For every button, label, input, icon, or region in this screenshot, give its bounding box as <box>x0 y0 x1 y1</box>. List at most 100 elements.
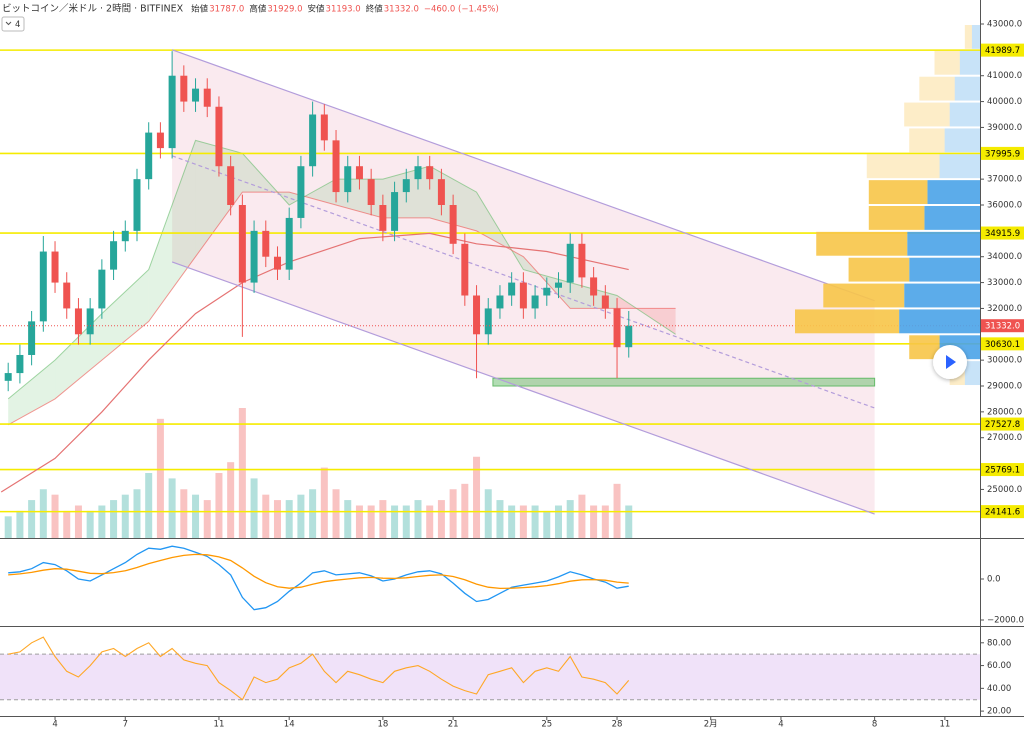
legend-label: 終値 <box>366 4 384 15</box>
channel-upper <box>171 49 875 302</box>
macd-pane <box>8 545 629 611</box>
volume-bar <box>414 500 422 538</box>
legend-label: 安値 <box>308 4 326 15</box>
candle-body <box>531 295 539 309</box>
profile-up <box>964 361 980 386</box>
legend-value: 31332.0 <box>384 5 419 15</box>
level-label-bg <box>981 226 1024 240</box>
volume-bar <box>227 462 235 538</box>
candle-body <box>414 166 422 180</box>
volume-bar <box>566 500 574 538</box>
x-tick-label: 4 <box>52 720 57 730</box>
candle-body <box>309 114 317 167</box>
profile-up <box>954 76 980 101</box>
x-tick-label: 11 <box>214 720 225 730</box>
replay-button[interactable] <box>933 345 967 379</box>
volume-bar <box>367 505 375 538</box>
level-label: 30630.1 <box>985 340 1020 350</box>
volume-bar <box>531 505 539 538</box>
cloud-segment <box>101 269 149 361</box>
candle-body <box>133 179 141 231</box>
x-tick-label: 18 <box>377 720 388 730</box>
y-tick-label: 29000.0 <box>987 382 1022 392</box>
level-label: 34915.9 <box>985 229 1020 239</box>
volume-bar <box>355 505 363 538</box>
profile-down <box>848 257 910 282</box>
legend-label: 高値 <box>249 4 267 15</box>
candle-body <box>285 217 293 270</box>
volume-bar <box>273 500 281 538</box>
candle-body <box>332 140 340 193</box>
level-label: 41989.7 <box>985 46 1020 56</box>
level-label-bg <box>981 505 1024 519</box>
volume-bar <box>39 489 47 538</box>
candle-body <box>110 241 118 270</box>
candle-body <box>496 295 504 309</box>
y-tick-label: 41000.0 <box>987 71 1022 81</box>
y-tick-label: 40000.0 <box>987 97 1022 107</box>
volume-bar <box>297 494 305 538</box>
symbol-title: ビットコイン／米ドル · 2時間 · BITFINEX <box>2 3 184 15</box>
rsi-pane <box>0 636 980 701</box>
y-tick-label: 40.00 <box>987 684 1011 694</box>
level-label-bg <box>981 43 1024 57</box>
price-pane <box>0 24 980 538</box>
candle-body <box>121 230 129 242</box>
y-tick-label: 20.00 <box>987 707 1011 717</box>
volume-bar <box>16 510 24 538</box>
chevron-icon <box>5 21 12 26</box>
y-tick-label: 32000.0 <box>987 304 1022 314</box>
volume-bar <box>543 510 551 538</box>
volume-bar <box>379 500 387 538</box>
candle-body <box>16 354 24 374</box>
candle-body <box>39 251 47 322</box>
candle-body <box>402 179 410 193</box>
x-tick-label: 7 <box>123 720 128 730</box>
profile-down <box>919 76 955 101</box>
y-tick-label: 33000.0 <box>987 278 1022 288</box>
volume-bar <box>473 456 481 538</box>
candle-body <box>449 205 457 244</box>
level-label: 27527.8 <box>985 420 1020 430</box>
candle-body <box>437 179 445 206</box>
level-label-bg <box>981 417 1024 431</box>
candle-body <box>367 179 375 206</box>
volume-bar <box>601 505 609 538</box>
volume-bar <box>180 489 188 538</box>
profile-down <box>795 309 900 334</box>
x-tick-label: 21 <box>448 720 459 730</box>
rsi-band <box>0 654 980 700</box>
legend-value: 31929.0 <box>267 5 302 15</box>
candle-body <box>4 373 12 381</box>
profile-up <box>959 50 980 75</box>
volume-bar <box>168 478 176 538</box>
profile-up <box>924 206 980 230</box>
candle-body <box>625 325 633 348</box>
candle-body <box>519 282 527 309</box>
candle-body <box>320 114 328 141</box>
candle-body <box>180 75 188 102</box>
volume-bar <box>192 494 200 538</box>
cloud-segment <box>148 140 196 322</box>
profile-down <box>816 231 908 256</box>
y-tick-label: 37000.0 <box>987 175 1022 185</box>
volume-bar <box>484 489 492 538</box>
legend-value: 31193.0 <box>326 5 361 15</box>
x-tick-label: 11 <box>939 720 950 730</box>
candle-body <box>461 243 469 296</box>
candle-body <box>379 205 387 231</box>
volume-bar <box>508 505 516 538</box>
last-price-bg <box>981 319 1024 333</box>
candle-body <box>601 295 609 309</box>
profile-up <box>944 128 980 153</box>
volume-bar <box>28 500 36 538</box>
candle-body <box>63 282 71 309</box>
volume-bar <box>554 505 562 538</box>
volume-bar <box>344 500 352 538</box>
candle-body <box>473 295 481 335</box>
candle-body <box>168 75 176 149</box>
volume-bar <box>74 505 82 538</box>
volume-bar <box>320 467 328 538</box>
indicator-toggle[interactable] <box>1 16 25 32</box>
